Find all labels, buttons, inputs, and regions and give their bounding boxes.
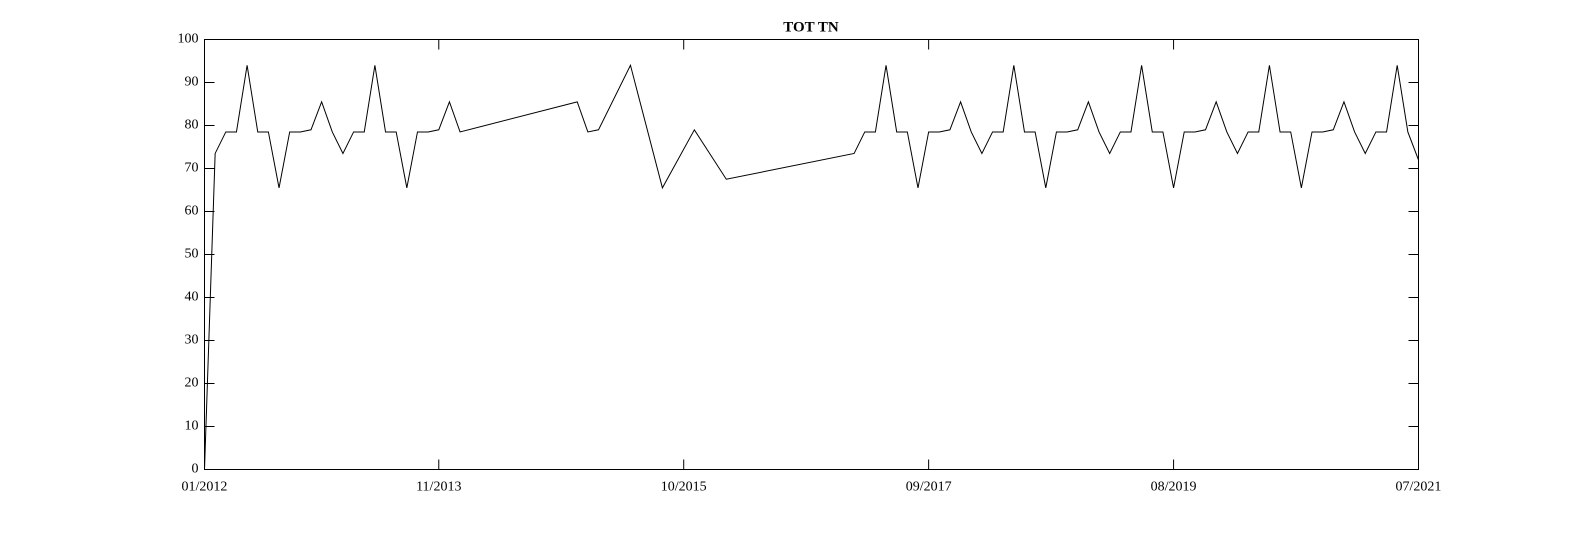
x-tick-label: 09/2017 [906,480,952,495]
chart-title: TOT TN [783,19,839,35]
y-tick-label: 40 [185,290,199,305]
x-tick-label: 11/2013 [416,480,461,495]
y-tick-label: 0 [192,462,199,477]
x-tick-label: 10/2015 [661,480,707,495]
y-tick-label: 20 [185,376,199,391]
y-tick-label: 100 [178,32,199,47]
y-tick-label: 90 [185,75,199,90]
y-tick-label: 80 [185,118,199,133]
data-line [204,63,1419,470]
y-tick-label: 30 [185,333,199,348]
y-tick-label: 50 [185,247,199,262]
y-tick-label: 70 [185,161,199,176]
x-tick-label: 08/2019 [1151,480,1197,495]
y-tick-label: 10 [185,419,199,434]
x-tick-label: 07/2021 [1396,480,1442,495]
y-tick-label: 60 [185,204,199,219]
x-tick-label: 01/2012 [182,480,228,495]
